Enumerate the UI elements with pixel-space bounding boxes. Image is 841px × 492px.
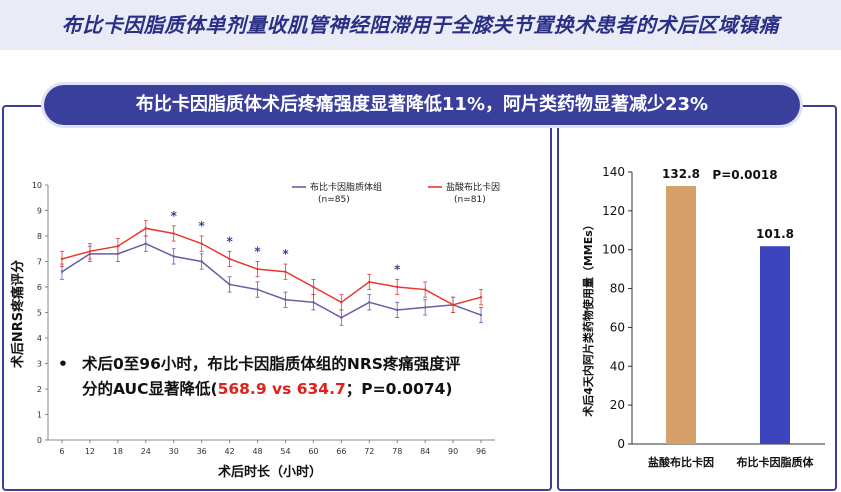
data-point bbox=[200, 242, 203, 245]
x-tick-label: 6 bbox=[59, 447, 64, 456]
line-chart-xlabel: 术后时长（小时） bbox=[217, 464, 322, 480]
auc-values: 568.9 vs 634.7 bbox=[217, 380, 346, 398]
bar-1 bbox=[666, 185, 696, 444]
y-tick-label: 2 bbox=[37, 385, 42, 394]
y-tick-label: 6 bbox=[37, 283, 42, 292]
bar-y-tick-label: 80 bbox=[610, 282, 625, 296]
x-tick-label: 18 bbox=[113, 447, 123, 456]
significance-asterisk: * bbox=[171, 209, 178, 223]
bar-y-tick-label: 40 bbox=[610, 359, 625, 373]
x-tick-label: 54 bbox=[280, 447, 290, 456]
auc-bullet: • 术后0至96小时，布比卡因脂质体组的NRS疼痛强度评 分的AUC显著降低(5… bbox=[58, 352, 538, 402]
data-point bbox=[368, 280, 371, 284]
data-point bbox=[284, 270, 287, 273]
x-tick-label: 12 bbox=[85, 447, 95, 456]
data-point bbox=[172, 255, 175, 258]
bar-chart-p-value: P=0.0018 bbox=[712, 168, 777, 182]
significance-asterisk: * bbox=[254, 245, 261, 259]
x-tick-label: 60 bbox=[308, 447, 318, 456]
bullet-line-2-prefix: 分的AUC显著降低( bbox=[82, 380, 218, 398]
x-tick-label: 90 bbox=[448, 447, 458, 456]
y-tick-label: 8 bbox=[37, 232, 42, 241]
y-tick-label: 4 bbox=[37, 334, 42, 343]
data-point bbox=[60, 270, 64, 273]
data-point bbox=[256, 267, 259, 271]
data-point bbox=[116, 245, 120, 248]
x-tick-label: 30 bbox=[169, 447, 179, 456]
data-point bbox=[228, 257, 231, 261]
bar-2 bbox=[760, 246, 790, 444]
data-point bbox=[423, 288, 427, 291]
legend-n-1: (n=85) bbox=[318, 195, 350, 205]
data-point bbox=[368, 301, 371, 304]
data-point bbox=[479, 313, 483, 317]
significance-asterisk: * bbox=[226, 234, 233, 248]
line-chart-ylabel: 术后NRS疼痛评分 bbox=[10, 260, 26, 369]
summary-banner-text: 布比卡因脂质体术后疼痛强度显著降低11%，阿片类药物显著减少23% bbox=[135, 94, 709, 115]
x-tick-label: 48 bbox=[252, 447, 262, 456]
bullet-dot: • bbox=[58, 355, 68, 373]
data-point bbox=[479, 296, 483, 299]
bar-y-tick-label: 60 bbox=[610, 320, 625, 334]
x-tick-label: 78 bbox=[392, 447, 402, 456]
bar-chart-ylabel: 术后4天内阿片类药物使用量（MMEs） bbox=[581, 219, 595, 418]
bullet-line-2-suffix: ；P=0.0074) bbox=[345, 380, 453, 398]
y-tick-label: 3 bbox=[37, 360, 42, 369]
data-point bbox=[312, 285, 315, 289]
bullet-line-2: 分的AUC显著降低(568.9 vs 634.7；P=0.0074) bbox=[82, 377, 538, 402]
x-tick-label: 42 bbox=[225, 447, 235, 456]
x-tick-label: 96 bbox=[476, 447, 486, 456]
bar-y-tick-label: 20 bbox=[610, 398, 625, 412]
y-tick-label: 10 bbox=[32, 181, 42, 190]
y-tick-label: 0 bbox=[37, 436, 42, 445]
y-tick-label: 9 bbox=[37, 207, 42, 216]
data-point bbox=[172, 232, 175, 235]
x-tick-label: 84 bbox=[420, 447, 430, 456]
legend-label-1: 布比卡因脂质体组 bbox=[310, 181, 382, 193]
legend-label-2: 盐酸布比卡因 bbox=[446, 181, 500, 193]
significance-asterisk: * bbox=[394, 262, 401, 276]
bar-y-tick-label: 100 bbox=[602, 243, 625, 257]
bar-y-tick-label: 140 bbox=[602, 165, 625, 179]
significance-asterisk: * bbox=[282, 247, 289, 261]
series-line-2 bbox=[61, 227, 482, 306]
data-point bbox=[340, 316, 343, 319]
data-point bbox=[228, 283, 231, 286]
data-point bbox=[256, 288, 259, 291]
bullet-line-1: 术后0至96小时，布比卡因脂质体组的NRS疼痛强度评 bbox=[82, 355, 461, 373]
data-point bbox=[200, 260, 203, 263]
x-tick-label: 66 bbox=[336, 447, 346, 456]
bar-data-label-1: 132.8 bbox=[662, 167, 700, 181]
significance-asterisk: * bbox=[199, 219, 206, 233]
data-point bbox=[451, 303, 455, 307]
data-point bbox=[88, 250, 92, 253]
x-tick-label: 72 bbox=[364, 447, 374, 456]
x-tick-label: 36 bbox=[197, 447, 207, 456]
summary-banner: 布比卡因脂质体术后疼痛强度显著降低11%，阿片类药物显著减少23% bbox=[44, 85, 800, 125]
page-title: 布比卡因脂质体单剂量收肌管神经阻滞用于全膝关节置换术患者的术后区域镇痛 bbox=[61, 13, 780, 37]
legend-n-2: (n=81) bbox=[454, 195, 486, 205]
y-tick-label: 5 bbox=[37, 309, 42, 318]
data-point bbox=[396, 285, 399, 289]
data-point bbox=[144, 227, 147, 230]
series-line-1 bbox=[61, 242, 482, 319]
y-tick-label: 7 bbox=[37, 258, 42, 267]
bar-y-tick-label: 0 bbox=[617, 437, 625, 451]
bar-category-label-2: 布比卡因脂质体 bbox=[737, 455, 815, 469]
x-tick-label: 24 bbox=[141, 447, 151, 456]
y-tick-label: 1 bbox=[37, 411, 42, 420]
data-point bbox=[144, 242, 147, 245]
bar-data-label-2: 101.8 bbox=[756, 227, 794, 241]
data-point bbox=[312, 301, 315, 304]
data-point bbox=[396, 308, 399, 312]
bar-category-label-1: 盐酸布比卡因 bbox=[648, 455, 714, 469]
data-point bbox=[423, 306, 427, 309]
data-point bbox=[60, 257, 64, 261]
data-point bbox=[340, 301, 343, 304]
data-point bbox=[284, 298, 287, 301]
header-bar bbox=[0, 0, 841, 50]
bar-y-tick-label: 120 bbox=[602, 204, 625, 218]
